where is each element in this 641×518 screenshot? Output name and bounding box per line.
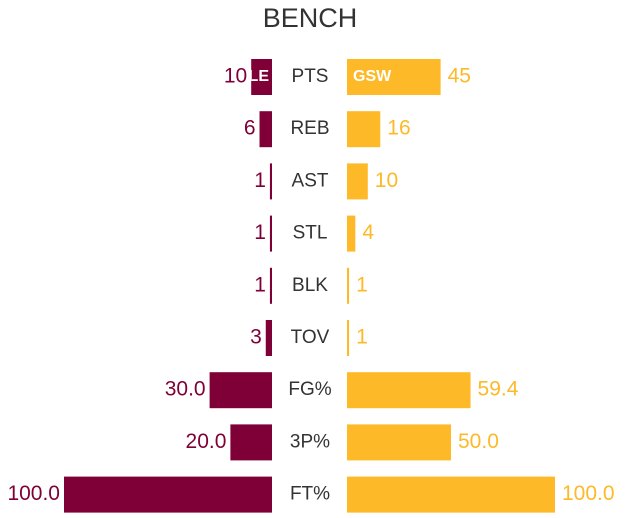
category-label: REB [290, 118, 329, 139]
team-label: GSW [353, 68, 392, 85]
bar [347, 163, 368, 200]
bar [251, 59, 272, 95]
value-label: 100.0 [7, 482, 60, 505]
category-label: FT% [290, 484, 330, 505]
value-label: 10 [375, 169, 398, 192]
category-label: PTS [292, 66, 329, 87]
bar [259, 111, 272, 148]
value-label: 20.0 [186, 430, 227, 453]
bar [347, 372, 471, 409]
bar [347, 424, 451, 461]
bar [347, 476, 555, 513]
value-label: 16 [387, 117, 410, 140]
bar [269, 267, 272, 304]
team-label-group: GSW [353, 68, 392, 85]
value-label: 1 [356, 273, 368, 296]
value-label: 1 [356, 326, 368, 349]
bar [64, 476, 272, 513]
team-label: CLE [237, 68, 269, 85]
value-label: 6 [244, 117, 256, 140]
value-label: 30.0 [165, 378, 206, 401]
bar [265, 320, 272, 356]
category-label: AST [292, 170, 329, 191]
bar [209, 372, 272, 409]
category-label: STL [293, 223, 328, 244]
category-label: FG% [288, 379, 331, 400]
category-label: TOV [291, 327, 330, 348]
value-label: 3 [250, 326, 262, 349]
bar [347, 111, 381, 148]
bar [347, 267, 350, 304]
bar [269, 215, 272, 252]
bar [347, 59, 441, 95]
category-label: BLK [292, 275, 328, 296]
team-label-group: CLE [237, 68, 269, 85]
bar [230, 424, 272, 461]
value-label: 50.0 [458, 430, 499, 453]
bar [347, 215, 356, 252]
value-label: 4 [362, 221, 374, 244]
value-label: 1 [254, 273, 266, 296]
value-label: 1 [254, 169, 266, 192]
category-label: 3P% [290, 431, 330, 452]
value-label: 10 [224, 65, 247, 88]
value-label: 1 [254, 221, 266, 244]
bar [347, 320, 350, 356]
value-label: 59.4 [478, 378, 519, 401]
bar [269, 163, 272, 200]
value-label: 45 [448, 65, 471, 88]
value-label: 100.0 [562, 482, 615, 505]
chart-title: BENCH [263, 3, 358, 33]
